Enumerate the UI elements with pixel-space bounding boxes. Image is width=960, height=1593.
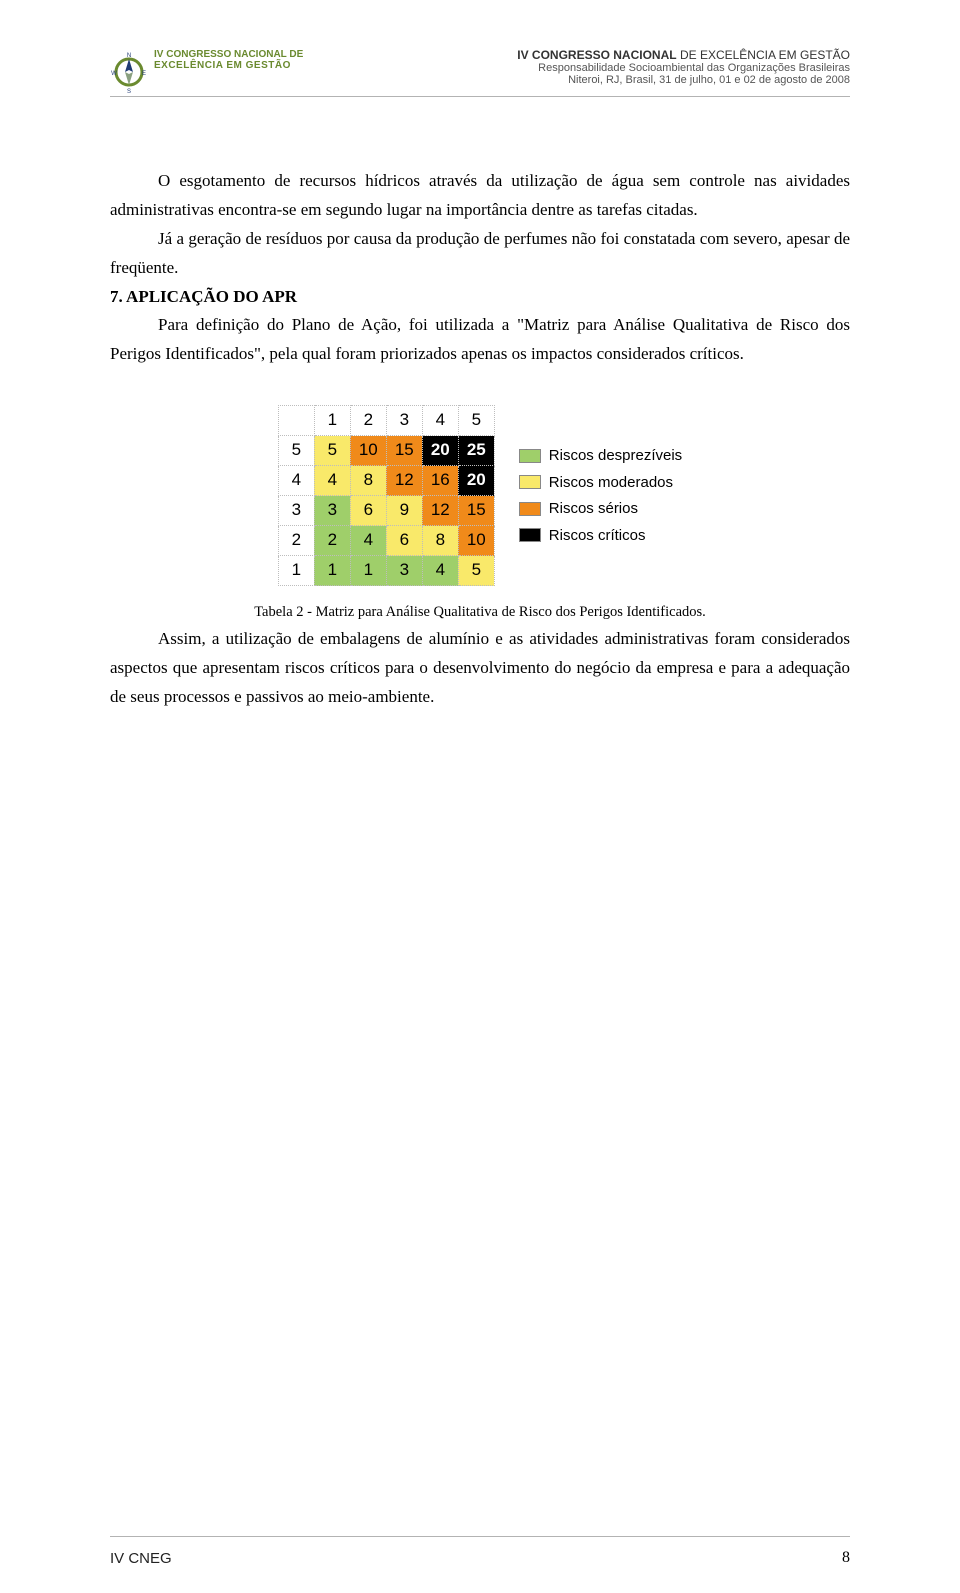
logo-line1: IV CONGRESSO NACIONAL DE bbox=[154, 49, 303, 60]
matrix-cell: 8 bbox=[422, 526, 458, 556]
matrix-cell: 3 bbox=[386, 556, 422, 586]
legend-label: Riscos moderados bbox=[549, 470, 673, 496]
logo: N W E S IV CONGRESSO NACIONAL DE EXCELÊN… bbox=[110, 48, 303, 88]
header-subtitle: Responsabilidade Socioambiental das Orga… bbox=[517, 62, 850, 74]
matrix-cell: 10 bbox=[350, 436, 386, 466]
legend-item: Riscos críticos bbox=[519, 523, 682, 549]
footer-left: IV CNEG bbox=[110, 1550, 172, 1567]
paragraph-2: Já a geração de resíduos por causa da pr… bbox=[110, 225, 850, 283]
header-date-location: Niteroi, RJ, Brasil, 31 de julho, 01 e 0… bbox=[517, 74, 850, 86]
matrix-row-header: 5 bbox=[278, 436, 314, 466]
matrix-cell: 6 bbox=[350, 496, 386, 526]
svg-text:S: S bbox=[127, 89, 131, 94]
section-heading: 7. APLICAÇÃO DO APR bbox=[110, 283, 850, 312]
compass-icon: N W E S bbox=[110, 50, 148, 88]
legend-swatch bbox=[519, 502, 541, 516]
matrix-row-header: 3 bbox=[278, 496, 314, 526]
legend-label: Riscos desprezíveis bbox=[549, 443, 682, 469]
matrix-row-header bbox=[278, 406, 314, 436]
matrix-cell: 1 bbox=[314, 556, 350, 586]
legend-swatch bbox=[519, 449, 541, 463]
table-caption: Tabela 2 - Matriz para Análise Qualitati… bbox=[110, 600, 850, 625]
matrix-cell: 3 bbox=[386, 406, 422, 436]
risk-matrix-table: 1234555101520254481216203369121522468101… bbox=[278, 405, 495, 586]
matrix-cell: 1 bbox=[314, 406, 350, 436]
page-header: N W E S IV CONGRESSO NACIONAL DE EXCELÊN… bbox=[110, 48, 850, 88]
page-number: 8 bbox=[842, 1549, 850, 1567]
matrix-row-header: 1 bbox=[278, 556, 314, 586]
matrix-cell: 4 bbox=[314, 466, 350, 496]
legend-item: Riscos sérios bbox=[519, 496, 682, 522]
matrix-cell: 12 bbox=[422, 496, 458, 526]
matrix-cell: 4 bbox=[422, 406, 458, 436]
matrix-cell: 6 bbox=[386, 526, 422, 556]
legend-label: Riscos críticos bbox=[549, 523, 646, 549]
svg-text:E: E bbox=[142, 71, 146, 77]
logo-text: IV CONGRESSO NACIONAL DE EXCELÊNCIA EM G… bbox=[154, 50, 303, 71]
header-title: IV CONGRESSO NACIONAL DE EXCELÊNCIA EM G… bbox=[517, 48, 850, 62]
legend-swatch bbox=[519, 528, 541, 542]
paragraph-3: Para definição do Plano de Ação, foi uti… bbox=[110, 311, 850, 369]
header-right: IV CONGRESSO NACIONAL DE EXCELÊNCIA EM G… bbox=[517, 48, 850, 86]
matrix-cell: 20 bbox=[458, 466, 494, 496]
document-body: O esgotamento de recursos hídricos atrav… bbox=[110, 167, 850, 712]
svg-text:W: W bbox=[111, 71, 117, 77]
legend-swatch bbox=[519, 475, 541, 489]
matrix-cell: 4 bbox=[422, 556, 458, 586]
header-separator bbox=[110, 96, 850, 97]
legend-item: Riscos desprezíveis bbox=[519, 443, 682, 469]
matrix-cell: 16 bbox=[422, 466, 458, 496]
matrix-cell: 9 bbox=[386, 496, 422, 526]
matrix-cell: 4 bbox=[350, 526, 386, 556]
matrix-cell: 12 bbox=[386, 466, 422, 496]
paragraph-4: Assim, a utilização de embalagens de alu… bbox=[110, 625, 850, 712]
matrix-row-header: 2 bbox=[278, 526, 314, 556]
matrix-row-header: 4 bbox=[278, 466, 314, 496]
matrix-cell: 10 bbox=[458, 526, 494, 556]
matrix-cell: 2 bbox=[350, 406, 386, 436]
paragraph-1: O esgotamento de recursos hídricos atrav… bbox=[110, 167, 850, 225]
matrix-cell: 2 bbox=[314, 526, 350, 556]
matrix-cell: 5 bbox=[458, 556, 494, 586]
matrix-cell: 15 bbox=[386, 436, 422, 466]
risk-legend: Riscos desprezíveisRiscos moderadosRisco… bbox=[519, 442, 682, 549]
matrix-cell: 8 bbox=[350, 466, 386, 496]
matrix-cell: 25 bbox=[458, 436, 494, 466]
matrix-cell: 5 bbox=[458, 406, 494, 436]
logo-line2: EXCELÊNCIA EM GESTÃO bbox=[154, 61, 303, 72]
matrix-cell: 5 bbox=[314, 436, 350, 466]
risk-matrix-figure: 1234555101520254481216203369121522468101… bbox=[110, 405, 850, 586]
matrix-cell: 15 bbox=[458, 496, 494, 526]
legend-item: Riscos moderados bbox=[519, 470, 682, 496]
matrix-cell: 3 bbox=[314, 496, 350, 526]
legend-label: Riscos sérios bbox=[549, 496, 638, 522]
footer-separator bbox=[110, 1536, 850, 1537]
matrix-cell: 20 bbox=[422, 436, 458, 466]
matrix-cell: 1 bbox=[350, 556, 386, 586]
